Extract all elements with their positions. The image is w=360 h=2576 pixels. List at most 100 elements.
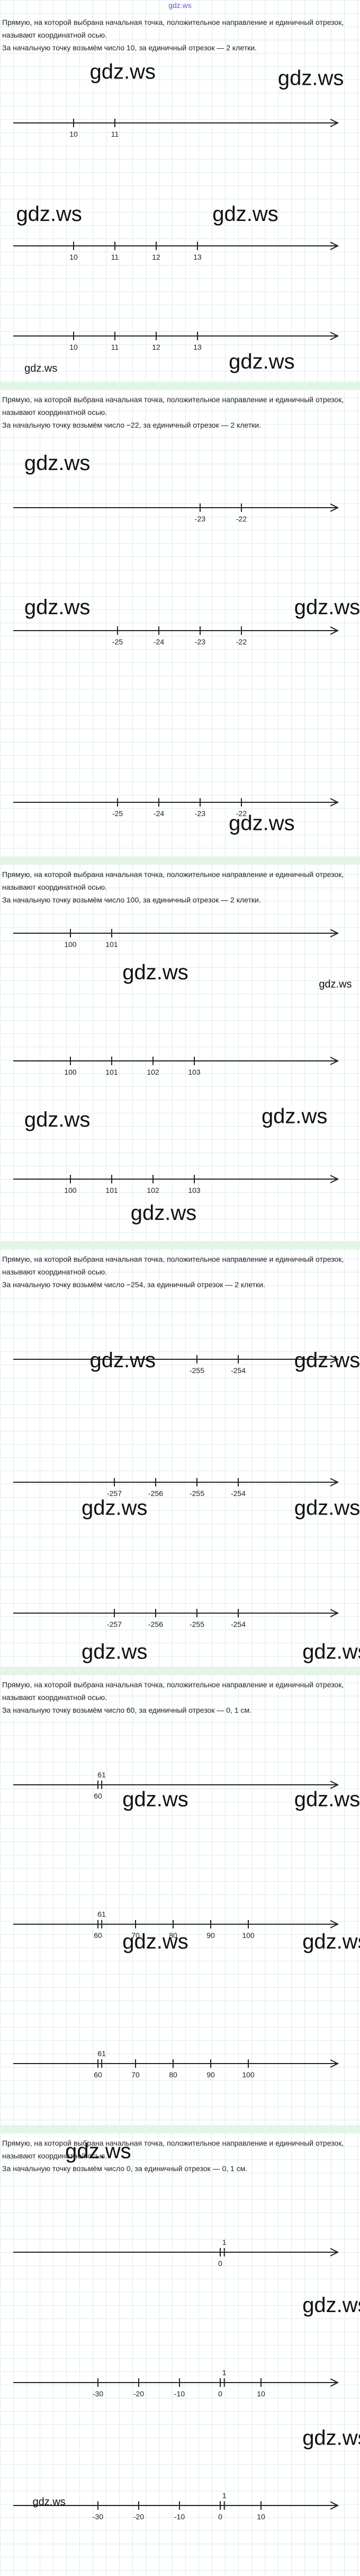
axis-arrow (330, 626, 339, 635)
tick-label: 0 (218, 2259, 222, 2268)
tick-label: -30 (93, 2512, 103, 2521)
tick-label: 60 (94, 1931, 102, 1940)
watermark: gdz.ws (319, 978, 352, 990)
watermark: gdz.ws (302, 2426, 360, 2449)
site-link[interactable]: gdz.ws (168, 1, 192, 10)
tick-label-above: 1 (222, 2238, 227, 2246)
watermark: gdz.ws (24, 596, 91, 619)
tick-label: 101 (105, 1068, 118, 1076)
tick-label: 10 (69, 130, 78, 138)
axis-arrow (330, 242, 339, 250)
tick-label: -23 (195, 809, 205, 818)
tick-label: -24 (154, 809, 164, 818)
separator (0, 856, 360, 865)
condition: За начальную точку возьмём число −254, з… (2, 1280, 265, 1289)
watermark: gdz.ws (131, 1201, 197, 1225)
axis-arrow (330, 119, 339, 127)
tick-label: 101 (105, 1186, 118, 1194)
tick-label: -25 (112, 809, 123, 818)
watermark: gdz.ws (294, 596, 360, 619)
watermark: gdz.ws (82, 1496, 148, 1519)
tick-label: 10 (69, 343, 78, 351)
definition: Прямую, на которой выбрана начальная точ… (2, 395, 344, 417)
tick-label: 90 (206, 1931, 215, 1940)
tick-label: -20 (133, 2512, 144, 2521)
tick-label: 80 (169, 1931, 177, 1940)
tick-label: 11 (111, 343, 119, 351)
condition: За начальную точку возьмём число 60, за … (2, 1706, 251, 1714)
axis-arrow (330, 2378, 339, 2387)
watermark: gdz.ws (294, 1496, 360, 1519)
tick-label-above: 61 (97, 1910, 106, 1918)
tick-label-above: 1 (222, 2368, 227, 2377)
tick-label: -10 (174, 2389, 185, 2398)
tick-label: 100 (242, 1931, 255, 1940)
tick-label-above: 61 (97, 2049, 106, 2058)
tick-label: -255 (190, 1366, 204, 1375)
tick-label: -22 (236, 638, 247, 646)
tick-label: -30 (93, 2389, 103, 2398)
watermark: gdz.ws (82, 1640, 148, 1663)
tick-label: 11 (111, 130, 119, 138)
tick-label: 10 (257, 2389, 265, 2398)
watermark: gdz.ws (65, 2140, 131, 2163)
definition: Прямую, на которой выбрана начальная точ… (2, 1680, 344, 1702)
separator (0, 2125, 360, 2134)
watermark: gdz.ws (294, 1349, 360, 1372)
axis-arrow (330, 929, 339, 937)
axis-arrow (330, 503, 339, 512)
tick-label: 13 (193, 253, 202, 261)
tick-label: -254 (231, 1489, 246, 1498)
axis-arrow (330, 1175, 339, 1183)
watermark: gdz.ws (24, 1108, 91, 1131)
watermark: gdz.ws (90, 1349, 156, 1372)
tick-label: 103 (188, 1186, 201, 1194)
watermark: gdz.ws (212, 202, 278, 226)
tick-label: -256 (148, 1489, 163, 1498)
tick-label: -254 (231, 1620, 246, 1628)
tick-label: 11 (111, 253, 119, 261)
tick-label: -23 (195, 515, 205, 523)
condition: За начальную точку возьмём число −22, за… (2, 421, 262, 429)
axis-arrow (330, 2059, 339, 2068)
tick-label: 60 (94, 2070, 102, 2079)
tick-label: 100 (64, 1186, 77, 1194)
tick-label: -255 (190, 1489, 204, 1498)
tick-label: 13 (193, 343, 202, 351)
tick-label: 102 (147, 1068, 159, 1076)
tick-label: 70 (131, 1931, 140, 1940)
watermark: gdz.ws (24, 452, 91, 475)
tick-label: 70 (131, 2070, 140, 2079)
axis-arrow (330, 2501, 339, 2510)
condition: За начальную точку возьмём число 0, за е… (2, 2164, 248, 2173)
tick-label: -255 (190, 1620, 204, 1628)
tick-label: 100 (242, 2070, 255, 2079)
tick-label: 101 (105, 940, 118, 949)
tick-label: 100 (64, 940, 77, 949)
tick-label: -10 (174, 2512, 185, 2521)
tick-label: -257 (107, 1620, 122, 1628)
watermark: gdz.ws (302, 1930, 360, 1953)
axis-arrow (330, 1609, 339, 1617)
watermark: gdz.ws (262, 1105, 328, 1128)
tick-label: -24 (154, 638, 164, 646)
definition: Прямую, на которой выбрана начальная точ… (2, 1255, 344, 1276)
axis-arrow (330, 1478, 339, 1486)
separator (0, 382, 360, 390)
tick-label: -23 (195, 638, 205, 646)
axis-arrow (330, 332, 339, 340)
tick-label-above: 1 (222, 2491, 227, 2500)
definition: Прямую, на которой выбрана начальная точ… (2, 18, 344, 39)
watermark: gdz.ws (294, 1787, 360, 1811)
condition: За начальную точку возьмём число 10, за … (2, 43, 257, 52)
axis-arrow (330, 1781, 339, 1789)
tick-label: 102 (147, 1186, 159, 1194)
tick-label: -257 (107, 1489, 122, 1498)
tick-label: -22 (236, 809, 247, 818)
watermark: gdz.ws (122, 1787, 188, 1811)
separator (0, 1667, 360, 1675)
watermark: gdz.ws (229, 812, 295, 835)
watermark: gdz.ws (302, 2294, 360, 2317)
